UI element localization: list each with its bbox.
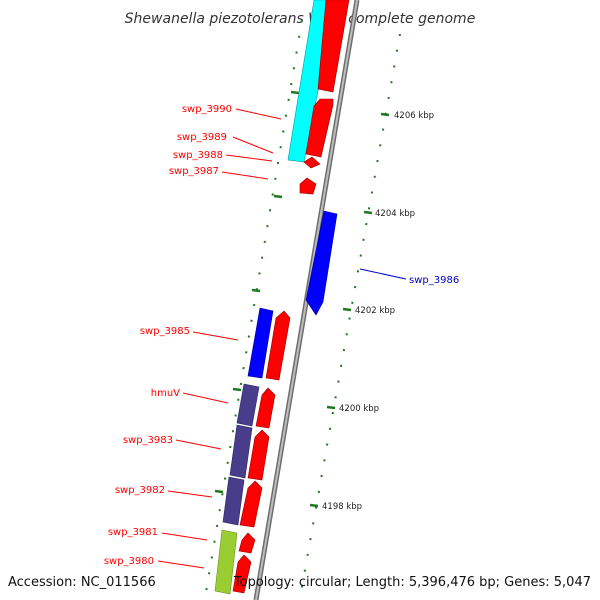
cog-feature-blue [247,307,274,379]
tick-mark [326,405,336,410]
gene-label-swp-3989: swp_3989 [177,132,227,143]
gene-label-swp-3982: swp_3982 [115,485,165,496]
forward-genes [232,0,350,594]
tick-mark [273,194,283,199]
gene-label-hmuV: hmuV [151,388,180,399]
gene-arrow-swp-3989 [303,156,321,169]
gene-arrow-swp-3980 [232,554,252,594]
scale-label: 4204 kbp [375,209,415,219]
tick-mark [380,112,390,117]
leader-line [157,560,205,569]
gene-label-swp-3983: swp_3983 [123,435,173,446]
gene-arrow-swp-3982 [239,480,263,528]
tick-mark [214,489,224,494]
leader-lines [157,108,407,569]
scale-label: 4206 kbp [394,111,434,121]
leader-line [175,439,222,450]
leader-line [235,108,282,120]
gene-labels: swp_3990 swp_3989 swp_3988 swp_3987 swp_… [104,104,459,567]
scale-label: 4198 kbp [322,502,362,512]
gene-label-swp-3986: swp_3986 [409,275,459,286]
tick-mark [309,503,319,508]
gene-arrow-hmuV [255,387,276,429]
leader-line [359,268,407,280]
gene-arrow-swp-3985 [265,310,291,381]
gene-arrow-swp-3987 [299,177,317,195]
gene-arrow-swp-3986 [305,210,338,316]
topology-text: Topology: circular; Length: 5,396,476 bp… [233,575,591,590]
cog-feature-slate [222,476,245,526]
tick-mark [232,387,242,392]
tick-track-inner [204,19,303,599]
leader-line [232,136,274,154]
scale-labels: 4206 kbp 4204 kbp 4202 kbp 4200 kbp 4198… [322,111,434,512]
cog-feature-lime [214,529,238,595]
gene-label-swp-3981: swp_3981 [108,527,158,538]
leader-line [192,331,239,341]
leader-line [221,171,269,180]
reverse-genes [305,210,338,316]
tick-mark [363,210,373,215]
gene-label-swp-3990: swp_3990 [182,104,232,115]
tick-mark [251,288,261,293]
gene-label-swp-3980: swp_3980 [104,556,154,567]
cog-feature-slate [229,424,253,479]
gene-arrow-swp-3991 [317,0,350,93]
leader-line [225,154,273,162]
gene-arrow-swp-3981 [238,532,256,554]
gene-arrow-swp-3983 [247,429,270,481]
accession-text: Accession: NC_011566 [8,575,156,590]
gene-label-swp-3988: swp_3988 [173,150,223,161]
cog-feature-slate [236,383,260,427]
leader-line [182,392,229,404]
scale-label: 4202 kbp [355,306,395,316]
gene-label-swp-3985: swp_3985 [140,326,190,337]
gene-label-swp-3987: swp_3987 [169,166,219,177]
major-ticks [214,90,390,508]
gene-arrow-swp-3990 [305,98,334,158]
tick-mark [342,307,352,312]
scale-label: 4200 kbp [339,404,379,414]
map-title: Shewanella piezotolerans WP3, complete g… [125,11,476,27]
tick-mark [290,90,300,95]
leader-line [167,490,213,498]
leader-line [161,532,208,541]
